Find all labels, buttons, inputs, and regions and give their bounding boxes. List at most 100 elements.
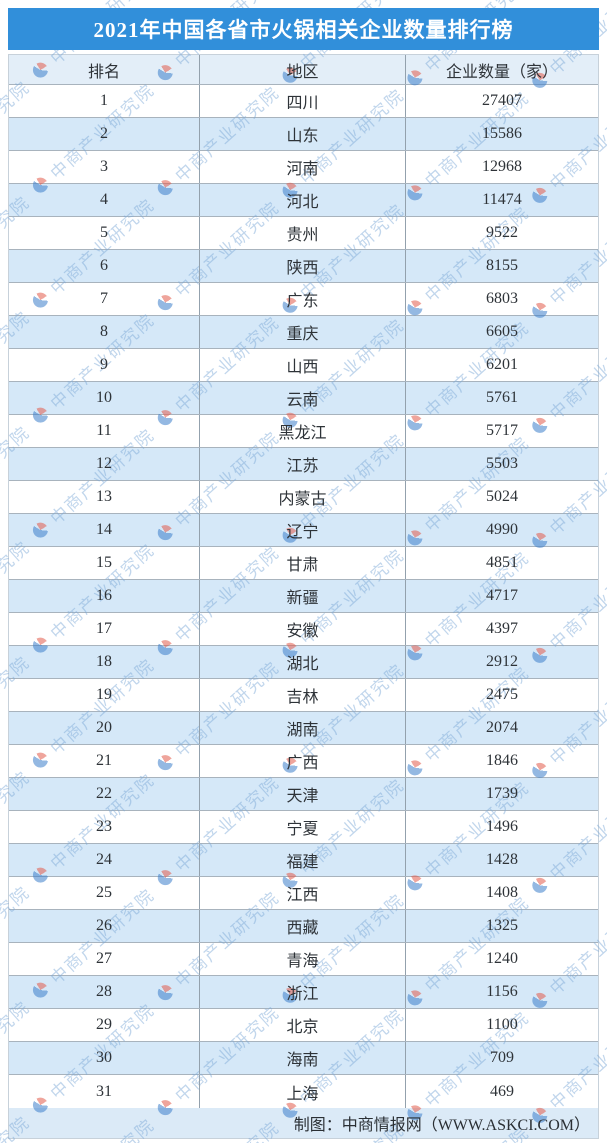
count-cell: 27407 bbox=[482, 92, 522, 109]
region-cell: 辽宁 bbox=[200, 514, 406, 546]
region-cell: 安徽 bbox=[200, 613, 406, 645]
count-cell: 6201 bbox=[486, 356, 518, 373]
table-row: 11 黑龙江 5717 bbox=[9, 415, 598, 448]
region-cell: 山西 bbox=[200, 349, 406, 381]
table-row: 30 海南 709 bbox=[9, 1042, 598, 1075]
count-cell: 5503 bbox=[486, 455, 518, 472]
rank-cell: 1 bbox=[9, 85, 200, 117]
region-cell: 上海 bbox=[200, 1075, 406, 1108]
rank-cell: 27 bbox=[9, 943, 200, 975]
rank-cell: 14 bbox=[9, 514, 200, 546]
count-cell: 11474 bbox=[482, 191, 522, 208]
rank-cell: 31 bbox=[9, 1075, 200, 1108]
region-cell: 广东 bbox=[200, 283, 406, 315]
footer-band: 制图：中商情报网（WWW.ASKCI.COM） bbox=[9, 1108, 598, 1138]
table-row: 18 湖北 2912 bbox=[9, 646, 598, 679]
table-row: 6 陕西 8155 bbox=[9, 250, 598, 283]
region-cell: 内蒙古 bbox=[200, 481, 406, 513]
region-cell: 黑龙江 bbox=[200, 415, 406, 447]
rank-cell: 18 bbox=[9, 646, 200, 678]
rank-cell: 8 bbox=[9, 316, 200, 348]
table-row: 13 内蒙古 5024 bbox=[9, 481, 598, 514]
count-cell: 2912 bbox=[486, 653, 518, 670]
count-cell: 12968 bbox=[482, 158, 522, 175]
rank-cell: 11 bbox=[9, 415, 200, 447]
count-cell: 5761 bbox=[486, 389, 518, 406]
count-cell: 2475 bbox=[486, 686, 518, 703]
rank-cell: 16 bbox=[9, 580, 200, 612]
count-cell: 9522 bbox=[486, 224, 518, 241]
page-title: 2021年中国各省市火锅相关企业数量排行榜 bbox=[8, 8, 599, 50]
rank-cell: 10 bbox=[9, 382, 200, 414]
region-cell: 河北 bbox=[200, 184, 406, 216]
table-header-row: 排名 地区 企业数量（家） bbox=[9, 55, 598, 85]
count-cell: 1739 bbox=[486, 785, 518, 802]
rank-cell: 9 bbox=[9, 349, 200, 381]
rank-cell: 17 bbox=[9, 613, 200, 645]
region-cell: 重庆 bbox=[200, 316, 406, 348]
region-cell: 湖南 bbox=[200, 712, 406, 744]
rank-cell: 4 bbox=[9, 184, 200, 216]
rank-cell: 23 bbox=[9, 811, 200, 843]
count-cell: 5024 bbox=[486, 488, 518, 505]
count-cell: 1325 bbox=[486, 917, 518, 934]
count-cell: 6605 bbox=[486, 323, 518, 340]
rank-cell: 20 bbox=[9, 712, 200, 744]
table-row: 19 吉林 2475 bbox=[9, 679, 598, 712]
count-cell: 1428 bbox=[486, 851, 518, 868]
table-row: 2 山东 15586 bbox=[9, 118, 598, 151]
rank-cell: 30 bbox=[9, 1042, 200, 1074]
count-cell: 6803 bbox=[486, 290, 518, 307]
count-cell: 709 bbox=[490, 1049, 514, 1066]
region-cell: 山东 bbox=[200, 118, 406, 150]
region-cell: 天津 bbox=[200, 778, 406, 810]
count-cell: 5717 bbox=[486, 422, 518, 439]
table-row: 25 江西 1408 bbox=[9, 877, 598, 910]
table-row: 14 辽宁 4990 bbox=[9, 514, 598, 547]
table-row: 12 江苏 5503 bbox=[9, 448, 598, 481]
count-cell: 1846 bbox=[486, 752, 518, 769]
rank-cell: 15 bbox=[9, 547, 200, 579]
table-row: 4 河北 11474 bbox=[9, 184, 598, 217]
rank-cell: 7 bbox=[9, 283, 200, 315]
rank-cell: 29 bbox=[9, 1009, 200, 1041]
table-row: 8 重庆 6605 bbox=[9, 316, 598, 349]
table-row: 21 广西 1846 bbox=[9, 745, 598, 778]
region-cell: 四川 bbox=[200, 85, 406, 117]
table-row: 9 山西 6201 bbox=[9, 349, 598, 382]
count-cell: 1496 bbox=[486, 818, 518, 835]
table-row: 17 安徽 4397 bbox=[9, 613, 598, 646]
count-cell: 4397 bbox=[486, 620, 518, 637]
table-row: 31 上海 469 bbox=[9, 1075, 598, 1108]
table-row: 16 新疆 4717 bbox=[9, 580, 598, 613]
rank-cell: 22 bbox=[9, 778, 200, 810]
region-cell: 北京 bbox=[200, 1009, 406, 1041]
region-cell: 宁夏 bbox=[200, 811, 406, 843]
table-body: 1 四川 27407 2 山东 15586 3 河南 12968 4 河北 11474 5 贵州 9522 6… bbox=[9, 85, 598, 1108]
region-cell: 甘肃 bbox=[200, 547, 406, 579]
rank-cell: 19 bbox=[9, 679, 200, 711]
table-row: 10 云南 5761 bbox=[9, 382, 598, 415]
count-cell: 4717 bbox=[486, 587, 518, 604]
table-row: 20 湖南 2074 bbox=[9, 712, 598, 745]
region-cell: 浙江 bbox=[200, 976, 406, 1008]
region-cell: 新疆 bbox=[200, 580, 406, 612]
region-cell: 江苏 bbox=[200, 448, 406, 480]
region-cell: 贵州 bbox=[200, 217, 406, 249]
rank-cell: 28 bbox=[9, 976, 200, 1008]
ranking-table: 排名 地区 企业数量（家） 1 四川 27407 2 山东 15586 3 河南 12968 4 河… bbox=[8, 54, 599, 1139]
count-cell: 1100 bbox=[486, 1016, 518, 1033]
rank-cell: 6 bbox=[9, 250, 200, 282]
table-row: 29 北京 1100 bbox=[9, 1009, 598, 1042]
header-region: 地区 bbox=[200, 55, 406, 84]
count-cell: 4990 bbox=[486, 521, 518, 538]
region-cell: 青海 bbox=[200, 943, 406, 975]
table-row: 22 天津 1739 bbox=[9, 778, 598, 811]
count-cell: 4851 bbox=[486, 554, 518, 571]
count-cell: 1156 bbox=[486, 983, 518, 1000]
rank-cell: 3 bbox=[9, 151, 200, 183]
table-row: 5 贵州 9522 bbox=[9, 217, 598, 250]
table-row: 1 四川 27407 bbox=[9, 85, 598, 118]
table-row: 3 河南 12968 bbox=[9, 151, 598, 184]
